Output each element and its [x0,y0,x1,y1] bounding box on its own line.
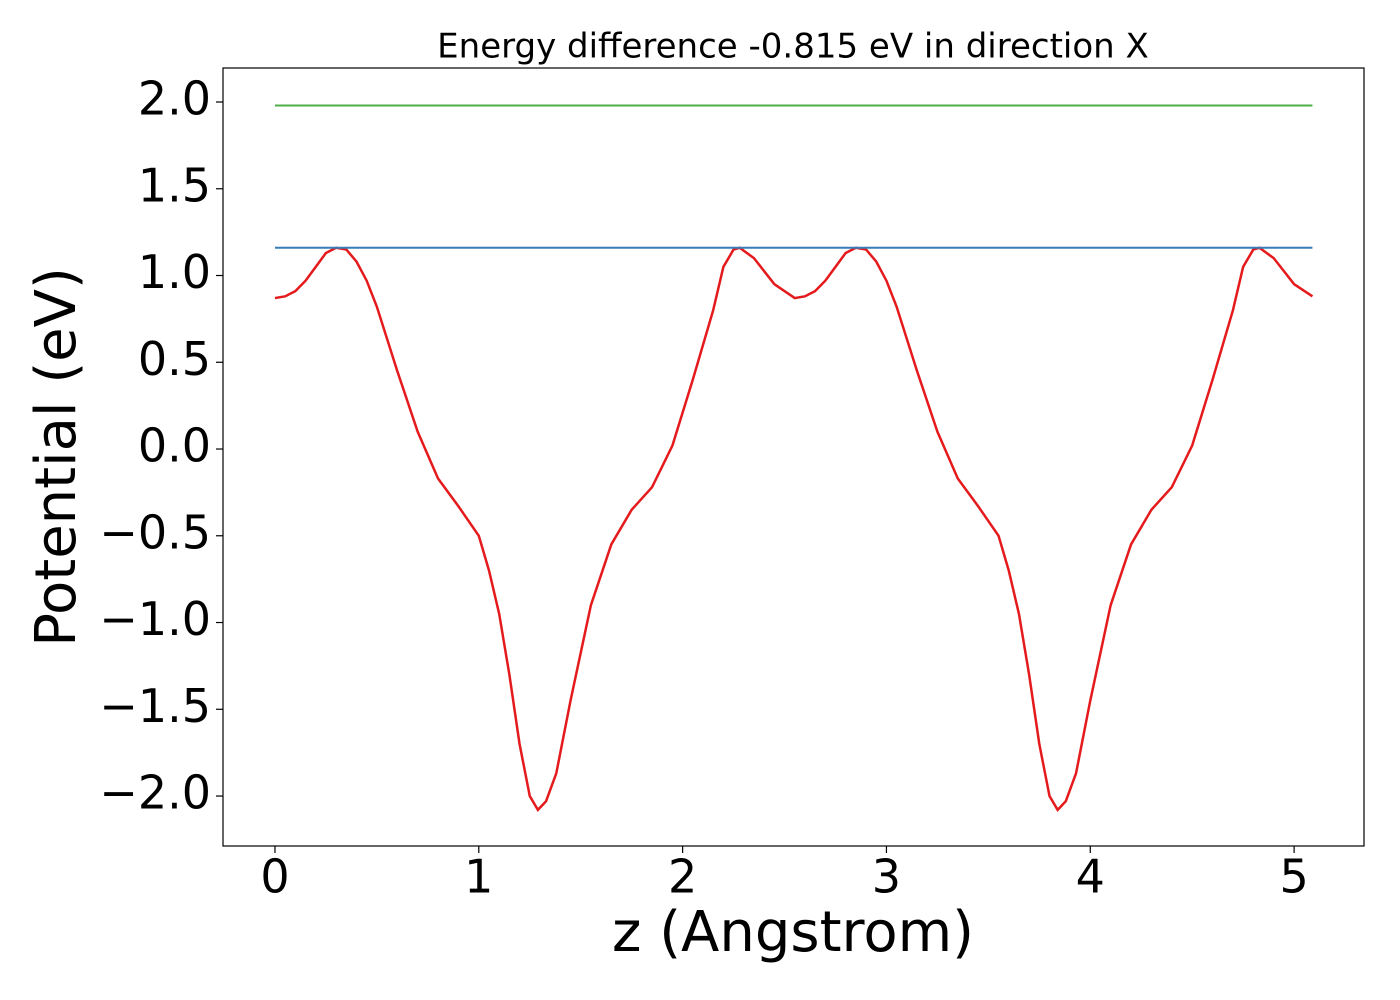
x-tick-label: 4 [1076,850,1105,904]
y-tick-label: 0.5 [138,332,211,386]
y-tick-label: −1.5 [99,679,211,733]
y-tick-label: 1.5 [138,158,211,212]
x-tick-label: 1 [464,850,493,904]
y-tick-label: 2.0 [138,72,211,126]
y-axis-label: Potential (eV) [24,267,89,647]
plot-frame [222,67,1365,847]
y-tick-label: −2.0 [99,766,211,820]
y-tick-label: −0.5 [99,505,211,559]
x-tick-label: 3 [872,850,901,904]
y-tick-label: 1.0 [138,245,211,299]
y-tick-label: 0.0 [138,419,211,473]
x-tick-label: 5 [1279,850,1308,904]
x-tick-label: 2 [668,850,697,904]
series-line [274,246,1314,812]
chart-title: Energy difference -0.815 eV in direction… [437,27,1149,67]
y-tick-label: −1.0 [99,592,211,646]
x-axis-label: z (Angstrom) [612,900,974,965]
x-tick-label: 0 [260,850,289,904]
